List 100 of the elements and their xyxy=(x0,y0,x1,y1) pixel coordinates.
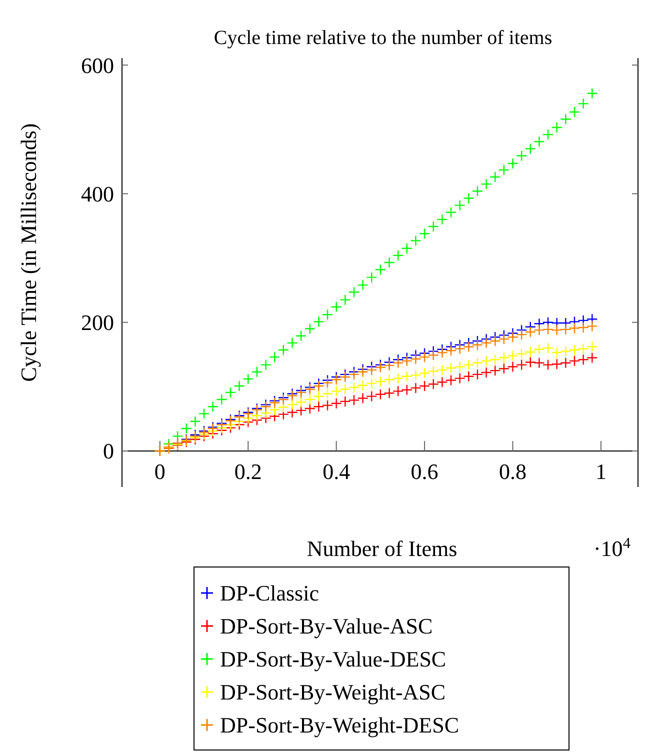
point xyxy=(357,279,368,291)
point xyxy=(348,368,360,380)
point xyxy=(322,377,334,388)
y-tick-label: 200 xyxy=(81,310,114,336)
point xyxy=(516,328,528,340)
point xyxy=(278,402,290,413)
point xyxy=(340,384,351,395)
point xyxy=(472,357,484,368)
legend-label: DP-Classic xyxy=(220,580,320,606)
point xyxy=(286,399,298,410)
point xyxy=(534,344,545,355)
point xyxy=(524,326,536,338)
legend-label: DP-Sort-By-Weight-ASC xyxy=(220,680,446,705)
point xyxy=(480,178,492,190)
x-tick-label: 0.8 xyxy=(499,458,526,484)
y-tick-label: 600 xyxy=(81,52,114,78)
point xyxy=(322,388,334,400)
point xyxy=(418,380,430,392)
point xyxy=(445,362,457,374)
point xyxy=(436,214,448,226)
point xyxy=(304,394,316,406)
point xyxy=(463,192,474,204)
point xyxy=(516,348,528,360)
legend-label: DP-Sort-By-Weight-DESC xyxy=(220,712,460,738)
point xyxy=(454,372,466,384)
point xyxy=(542,128,554,140)
point xyxy=(392,372,404,384)
point xyxy=(330,301,342,313)
point xyxy=(551,358,562,370)
point xyxy=(578,343,589,354)
point xyxy=(374,376,386,388)
point xyxy=(322,400,334,411)
point xyxy=(463,359,474,370)
point xyxy=(260,359,272,370)
point xyxy=(480,355,492,367)
point xyxy=(507,361,518,372)
point xyxy=(392,357,404,368)
point xyxy=(445,374,457,386)
point xyxy=(551,324,562,336)
point xyxy=(490,354,501,366)
point xyxy=(507,158,518,170)
point xyxy=(304,323,316,334)
point xyxy=(410,353,422,365)
point xyxy=(480,337,492,349)
point xyxy=(498,363,510,374)
point xyxy=(454,361,466,372)
point xyxy=(357,380,368,391)
point xyxy=(313,390,324,402)
point xyxy=(180,422,192,434)
point xyxy=(348,394,360,406)
point xyxy=(578,354,589,366)
point xyxy=(401,355,413,367)
text: ·10$^{4}$ xyxy=(593,534,631,561)
point xyxy=(560,324,572,336)
point xyxy=(348,286,360,298)
point xyxy=(534,136,545,148)
point xyxy=(472,368,484,380)
point xyxy=(586,88,598,99)
point xyxy=(490,335,501,347)
point xyxy=(524,346,536,358)
x-tick-label: 1 xyxy=(595,458,606,484)
y-tick-label: 400 xyxy=(81,181,114,206)
point xyxy=(560,114,572,125)
point xyxy=(384,256,395,268)
point xyxy=(313,316,324,328)
point xyxy=(286,337,298,349)
point xyxy=(313,401,324,412)
legend-label: DP-Sort-By-Value-DESC xyxy=(220,646,446,672)
point xyxy=(578,98,589,110)
point xyxy=(357,366,368,378)
point xyxy=(578,322,589,334)
point xyxy=(418,351,430,363)
point xyxy=(313,380,324,392)
point xyxy=(568,322,580,334)
point xyxy=(586,352,598,364)
point xyxy=(454,200,466,211)
point xyxy=(445,206,457,218)
point xyxy=(295,396,307,408)
point xyxy=(366,390,378,402)
point xyxy=(516,359,528,370)
y-axis-title: Cycle Time (in Milliseconds) xyxy=(16,123,41,382)
point xyxy=(374,264,386,276)
point xyxy=(340,371,351,383)
point xyxy=(322,309,334,320)
y-tick-label: 0 xyxy=(103,438,114,464)
point xyxy=(410,369,422,381)
point xyxy=(472,186,484,197)
point xyxy=(207,401,218,412)
point xyxy=(418,368,430,379)
point xyxy=(251,366,263,378)
point xyxy=(410,235,422,246)
x-tick-label: 0.4 xyxy=(322,458,350,484)
point xyxy=(498,333,510,345)
chart-title: Cycle time relative to the number of items xyxy=(214,27,552,49)
point xyxy=(330,386,342,397)
point xyxy=(278,344,290,356)
point xyxy=(418,228,430,240)
point xyxy=(551,122,562,134)
point xyxy=(330,374,342,386)
point xyxy=(516,150,528,162)
